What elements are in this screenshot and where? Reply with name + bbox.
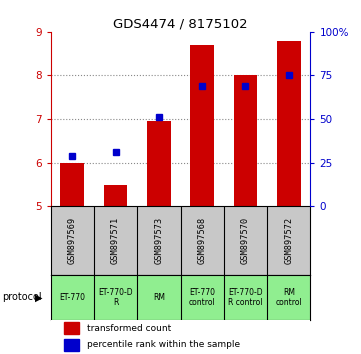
Bar: [277, 41, 301, 206]
Text: ▶: ▶: [35, 292, 43, 302]
Text: ET-770: ET-770: [59, 293, 85, 302]
Text: protocol: protocol: [2, 292, 42, 302]
Text: GSM897569: GSM897569: [68, 217, 77, 264]
Text: GSM897572: GSM897572: [284, 217, 293, 264]
Text: percentile rank within the sample: percentile rank within the sample: [87, 340, 240, 349]
Text: GSM897571: GSM897571: [111, 217, 120, 264]
Bar: [64, 338, 79, 350]
Text: ET-770-D
R: ET-770-D R: [98, 287, 133, 307]
Bar: [60, 163, 84, 206]
Text: RM
control: RM control: [275, 287, 302, 307]
Text: transformed count: transformed count: [87, 324, 171, 333]
Bar: [234, 75, 257, 206]
Bar: [64, 322, 79, 335]
Bar: [190, 45, 214, 206]
Text: ET-770
control: ET-770 control: [189, 287, 216, 307]
Title: GDS4474 / 8175102: GDS4474 / 8175102: [113, 18, 248, 31]
Text: GSM897573: GSM897573: [155, 217, 163, 264]
Text: RM: RM: [153, 293, 165, 302]
Text: ET-770-D
R control: ET-770-D R control: [228, 287, 263, 307]
Text: GSM897570: GSM897570: [241, 217, 250, 264]
Bar: [104, 184, 127, 206]
Text: GSM897568: GSM897568: [198, 217, 206, 264]
Bar: [147, 121, 171, 206]
